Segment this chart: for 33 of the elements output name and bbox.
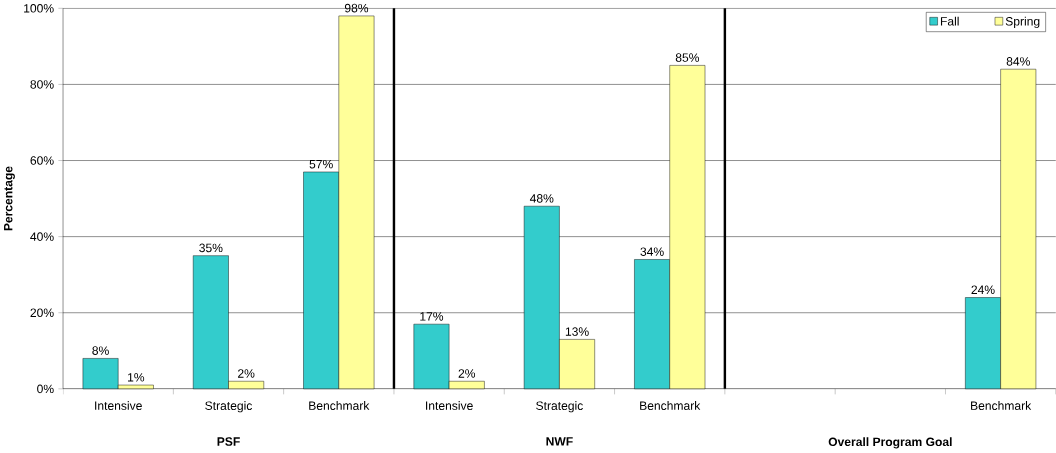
text: Overall Program Goal	[828, 437, 952, 449]
y-tick-label: 40%	[30, 232, 54, 242]
data-label: 84%	[1006, 57, 1030, 66]
text: NWF	[546, 437, 573, 446]
data-label: 98%	[344, 4, 369, 13]
data-label: 85%	[675, 53, 700, 63]
data-label: 1%	[128, 373, 145, 382]
data-label: 13%	[565, 327, 589, 337]
x-tick-label: Strategic	[536, 401, 583, 413]
y-tick-label: 20%	[30, 308, 54, 318]
data-label: 34%	[640, 247, 664, 257]
x-tick-label: Intensive	[426, 401, 473, 411]
legend-label: Fall	[940, 16, 959, 26]
y-tick-label: 100%	[24, 4, 54, 13]
y-tick-label: 60%	[30, 156, 54, 166]
y-axis-title: Percentage	[4, 166, 15, 231]
y-tick-label: 0%	[37, 384, 54, 394]
x-tick-label: Benchmark	[309, 401, 370, 411]
data-label: 2%	[458, 369, 476, 378]
data-label: 8%	[92, 346, 109, 356]
x-tick-label: Intensive	[95, 401, 142, 411]
y-tick-label: 80%	[30, 80, 54, 89]
legend-label: Spring	[1005, 16, 1040, 29]
x-tick-label: Benchmark	[971, 401, 1032, 411]
data-label: 2%	[238, 369, 255, 378]
data-label: 35%	[199, 243, 223, 253]
text: PSF	[217, 437, 240, 446]
data-label: 57%	[309, 160, 333, 169]
x-tick-label: Strategic	[205, 401, 253, 413]
x-tick-label: Benchmark	[640, 401, 701, 411]
data-label: 17%	[420, 312, 444, 321]
data-label: 24%	[971, 285, 995, 295]
data-label: 48%	[529, 194, 554, 203]
